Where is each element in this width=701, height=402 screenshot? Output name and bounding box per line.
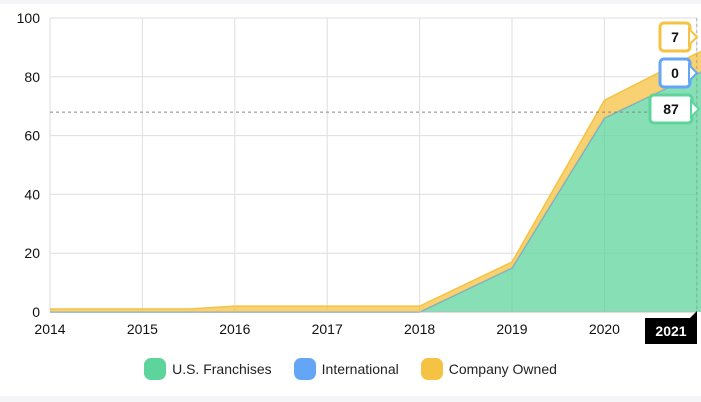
x-tick-label-2015: 2015 <box>127 321 158 337</box>
top-strip <box>0 0 701 4</box>
legend-item-international[interactable]: International <box>293 358 399 380</box>
legend-item-us-franchises[interactable]: U.S. Franchises <box>144 358 272 380</box>
y-tick-label-80: 80 <box>24 69 40 85</box>
legend-item-company-owned[interactable]: Company Owned <box>420 358 557 380</box>
x-tick-label-2016: 2016 <box>219 321 250 337</box>
crosshair-x-label-box <box>645 318 697 344</box>
crosshair-x-label: 2021 <box>655 323 686 339</box>
crosshair: 2021 7 0 87 <box>50 18 701 344</box>
tooltip-pointer-international <box>688 62 699 84</box>
y-tick-label-40: 40 <box>24 186 40 202</box>
stacked-area-chart[interactable]: 0 20 40 60 80 100 2014 2015 2016 2017 2018 2019 2020… <box>0 0 701 356</box>
tooltip-pointer-company-owned <box>688 26 699 48</box>
legend-label-us-franchises: U.S. Franchises <box>172 361 272 377</box>
legend-swatch-us-franchises <box>144 358 167 380</box>
axes: 0 20 40 60 80 100 2014 2015 2016 2017 2018 2019 2020… <box>17 10 697 337</box>
tooltip-value-company-owned: 7 <box>671 29 679 45</box>
x-tick-label-2019: 2019 <box>496 321 527 337</box>
bottom-strip <box>0 396 701 402</box>
line-company-owned <box>50 50 701 310</box>
legend-label-international: International <box>321 361 399 377</box>
crosshair-x-label-pointer <box>690 311 697 318</box>
x-tick-label-2014: 2014 <box>34 321 65 337</box>
legend-label-company-owned: Company Owned <box>448 361 557 377</box>
x-tick-label-2017: 2017 <box>312 321 343 337</box>
legend: U.S. Franchises International Company Ow… <box>0 356 701 382</box>
y-tick-label-0: 0 <box>32 304 40 320</box>
area-u-s-franchises <box>50 72 701 312</box>
x-tick-label-2018: 2018 <box>404 321 435 337</box>
x-tick-label-2020: 2020 <box>589 321 620 337</box>
tooltip-value-international: 0 <box>671 65 679 81</box>
tooltip-value-u-s-franchises: 87 <box>663 101 679 117</box>
y-tick-label-60: 60 <box>24 128 40 144</box>
y-tick-label-20: 20 <box>24 245 40 261</box>
tooltip-pointer-u-s-franchises <box>690 98 701 120</box>
legend-swatch-international <box>293 358 316 380</box>
legend-swatch-company-owned <box>420 358 443 380</box>
y-tick-label-100: 100 <box>17 10 41 26</box>
